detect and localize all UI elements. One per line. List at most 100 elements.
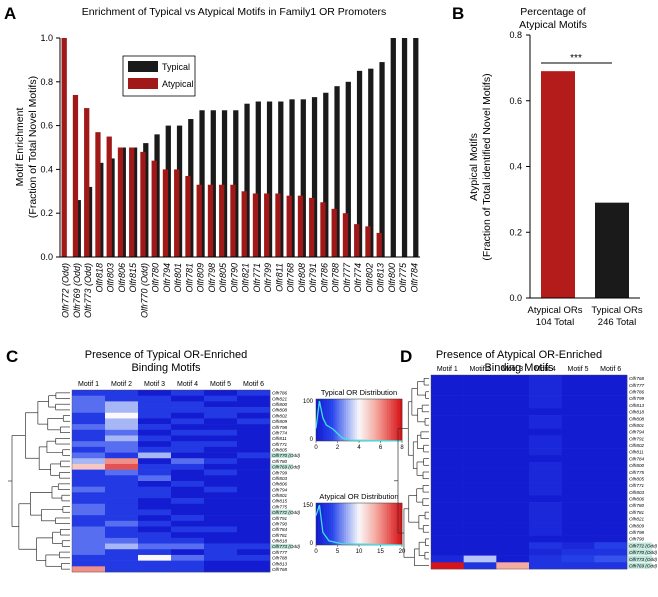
heatmap-cell xyxy=(72,452,106,459)
x-tick-label: Olfr809 xyxy=(196,263,206,293)
heatmap-cell xyxy=(431,448,464,456)
column-header: Motif 1 xyxy=(78,381,99,388)
heatmap-cell xyxy=(431,415,464,423)
heatmap-cell xyxy=(237,452,271,459)
heatmap-cell xyxy=(204,401,238,408)
heatmap-cell xyxy=(171,446,205,453)
x-tick-label: Olfr800 xyxy=(387,263,397,293)
heatmap-cell xyxy=(594,455,628,463)
heatmap-cell xyxy=(171,520,205,527)
heatmap-cell xyxy=(594,461,628,469)
bar-typical xyxy=(323,92,329,257)
heatmap-cell xyxy=(431,488,464,496)
heatmap-cell xyxy=(529,428,562,436)
row-label: Olfr809 xyxy=(272,419,288,424)
heatmap-cell xyxy=(171,486,205,493)
heatmap-cell xyxy=(496,448,530,456)
heatmap-cell xyxy=(561,475,595,483)
heatmap-cell xyxy=(594,548,628,556)
column-header: Motif 2 xyxy=(469,366,490,373)
heatmap-cell xyxy=(529,381,562,389)
heatmap-cell xyxy=(138,537,172,544)
bar-typical xyxy=(98,162,104,257)
colorbar-segment xyxy=(371,503,375,545)
colorbar-segment xyxy=(341,503,345,545)
heatmap-cell xyxy=(204,543,238,550)
bar-atypical xyxy=(84,108,90,257)
row-label: Olfr773 (Odd) xyxy=(272,544,301,549)
heatmap-cell xyxy=(594,515,628,523)
heatmap-cell xyxy=(72,560,106,567)
column-header: Motif 2 xyxy=(111,381,132,388)
heatmap-cell xyxy=(171,395,205,402)
heatmap-cell xyxy=(171,503,205,510)
heatmap-cell xyxy=(529,495,562,503)
heatmap-cell xyxy=(237,486,271,493)
row-label: Olfr788 xyxy=(272,556,288,561)
heatmap-cell xyxy=(72,515,106,522)
colorbar-segment xyxy=(343,399,347,441)
panel-d-heatmap xyxy=(430,374,628,570)
colorbar-segment xyxy=(361,399,364,441)
odd-row-highlight xyxy=(271,509,293,515)
heatmap-cell xyxy=(72,532,106,539)
bar-atypical xyxy=(297,195,304,257)
heatmap-cell xyxy=(204,566,238,573)
x-tick-label: Olfr806 xyxy=(117,263,127,293)
heatmap-cell xyxy=(594,435,628,443)
row-label: Olfr772 (Odd) xyxy=(272,510,301,515)
heatmap-cell xyxy=(561,482,595,490)
heatmap-cell xyxy=(561,515,595,523)
heatmap-cell xyxy=(105,475,139,482)
panel-a-letter: A xyxy=(4,4,16,23)
heatmap-cell xyxy=(72,509,106,516)
column-header: Motif 3 xyxy=(502,366,523,373)
heatmap-cell xyxy=(431,375,464,382)
bar-typical xyxy=(244,103,250,257)
heatmap-cell xyxy=(171,424,205,431)
heatmap-cell xyxy=(171,492,205,499)
colorbar-segment xyxy=(391,503,394,545)
heatmap-cell xyxy=(529,488,562,496)
y-tick-label: 0.2 xyxy=(40,208,53,218)
heatmap-cell xyxy=(171,407,205,414)
row-label: Olfr770 (Odd) xyxy=(629,550,658,555)
heatmap-cell xyxy=(561,542,595,550)
panel-b-title-1: Percentage of xyxy=(520,6,585,18)
heatmap-cell xyxy=(237,554,271,561)
heatmap-cell xyxy=(204,532,238,539)
row-label: Olfr821 xyxy=(272,396,288,401)
heatmap-cell xyxy=(496,528,530,536)
row-label: Olfr770 (Odd) xyxy=(272,453,301,458)
row-label: Olfr790 xyxy=(629,537,645,542)
heatmap-cell xyxy=(204,412,238,419)
bar-typical xyxy=(289,99,295,257)
bar-typical xyxy=(75,200,81,257)
heatmap-cell xyxy=(431,428,464,436)
x-tick-label: Olfr775 xyxy=(398,262,408,293)
heatmap-cell xyxy=(204,503,238,510)
odd-row-highlight xyxy=(271,543,293,549)
heatmap-cell xyxy=(171,441,205,448)
x-tick-label: Olfr815 xyxy=(128,262,138,293)
heatmap-cell xyxy=(171,475,205,482)
odd-row-highlight xyxy=(628,542,652,549)
row-label: Olfr786 xyxy=(629,390,645,395)
heatmap-cell xyxy=(237,429,271,436)
column-header: Motif 3 xyxy=(144,381,165,388)
heatmap-cell xyxy=(105,486,139,493)
colorbar-segment xyxy=(348,503,351,545)
bar-atypical xyxy=(252,193,259,257)
heatmap-cell xyxy=(529,435,562,443)
panel-d-dendrogram xyxy=(394,377,429,567)
row-label: Olfr821 xyxy=(629,517,645,522)
panel-c-row-labels: Olfr786Olfr821Olfr800Olfr808Olfr802Olfr8… xyxy=(271,391,301,572)
colorbar-segment xyxy=(384,503,388,545)
heatmap-cell xyxy=(237,515,271,522)
heatmap-cell xyxy=(463,408,497,416)
heatmap-cell xyxy=(171,452,205,459)
bar-typical xyxy=(109,158,115,257)
heatmap-cell xyxy=(594,441,628,449)
bar-atypical xyxy=(354,224,360,257)
